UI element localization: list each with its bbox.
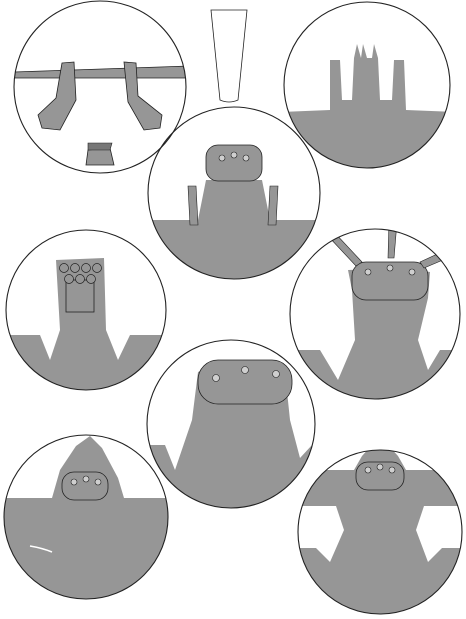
shaded-region <box>87 142 113 151</box>
port-hole <box>364 466 372 474</box>
polar-diagram-25 <box>297 449 463 615</box>
port-hole <box>75 274 85 284</box>
port-hole <box>388 466 396 474</box>
port-hole <box>86 274 96 284</box>
outer-circle <box>13 0 187 174</box>
port-hole <box>82 475 90 483</box>
port-plate <box>61 471 109 501</box>
port-hole <box>272 370 280 378</box>
shaded-band <box>327 231 363 267</box>
shading-region <box>298 450 462 614</box>
port-hole <box>92 263 102 273</box>
shading-region <box>6 258 166 390</box>
shaded-region <box>37 61 77 131</box>
port-hole <box>218 154 226 162</box>
scale-legend <box>210 9 248 103</box>
port-hole <box>70 478 78 486</box>
port-hole <box>70 263 80 273</box>
port-hole <box>230 151 238 159</box>
outer-circle <box>147 106 321 280</box>
outer-circle <box>3 434 169 600</box>
polar-diagram-100 <box>13 0 187 174</box>
scale-legend-outline <box>210 9 248 103</box>
port-hole <box>81 263 91 273</box>
port-hole <box>64 274 74 284</box>
polar-diagram-18 <box>3 434 169 600</box>
shaded-region <box>284 44 450 168</box>
outer-circle <box>5 229 167 391</box>
port-hole <box>376 463 384 471</box>
port-plate <box>197 359 293 405</box>
polar-diagram-54 <box>5 229 167 391</box>
shaded-region <box>298 450 462 614</box>
highlight-mark <box>29 545 53 553</box>
shading-region <box>150 359 315 508</box>
outer-circle <box>289 228 461 400</box>
shaded-region <box>148 180 320 279</box>
port-hole <box>408 268 416 276</box>
shaded-region <box>187 185 199 226</box>
port-hole <box>364 268 372 276</box>
shaded-region <box>290 268 460 399</box>
shading-region <box>290 229 460 399</box>
shaded-region <box>267 185 279 226</box>
shaded-region <box>4 436 168 599</box>
polar-diagram-43 <box>289 228 461 400</box>
shaded-band <box>387 229 398 259</box>
port-hole <box>241 366 249 374</box>
shaded-band <box>419 249 451 269</box>
port-hole <box>59 263 69 273</box>
port-plate <box>355 461 405 491</box>
shaded-region <box>123 61 163 131</box>
polar-diagram-55 <box>283 1 451 169</box>
port-plate <box>205 144 263 182</box>
polar-diagram-50 <box>147 106 321 280</box>
port-hole <box>212 374 220 382</box>
port-hole <box>94 478 102 486</box>
shading-region <box>148 144 320 279</box>
shading-region <box>284 44 450 168</box>
outer-circle <box>297 449 463 615</box>
outer-circle <box>146 339 316 509</box>
shaded-region <box>6 258 166 390</box>
shading-region <box>14 61 186 166</box>
shaded-bar <box>14 65 186 79</box>
polar-diagram-27 <box>146 339 316 509</box>
outer-circle <box>283 1 451 169</box>
shaded-region <box>85 147 115 166</box>
port-hole <box>242 154 250 162</box>
shading-region <box>4 436 168 599</box>
port-hole <box>386 264 394 272</box>
